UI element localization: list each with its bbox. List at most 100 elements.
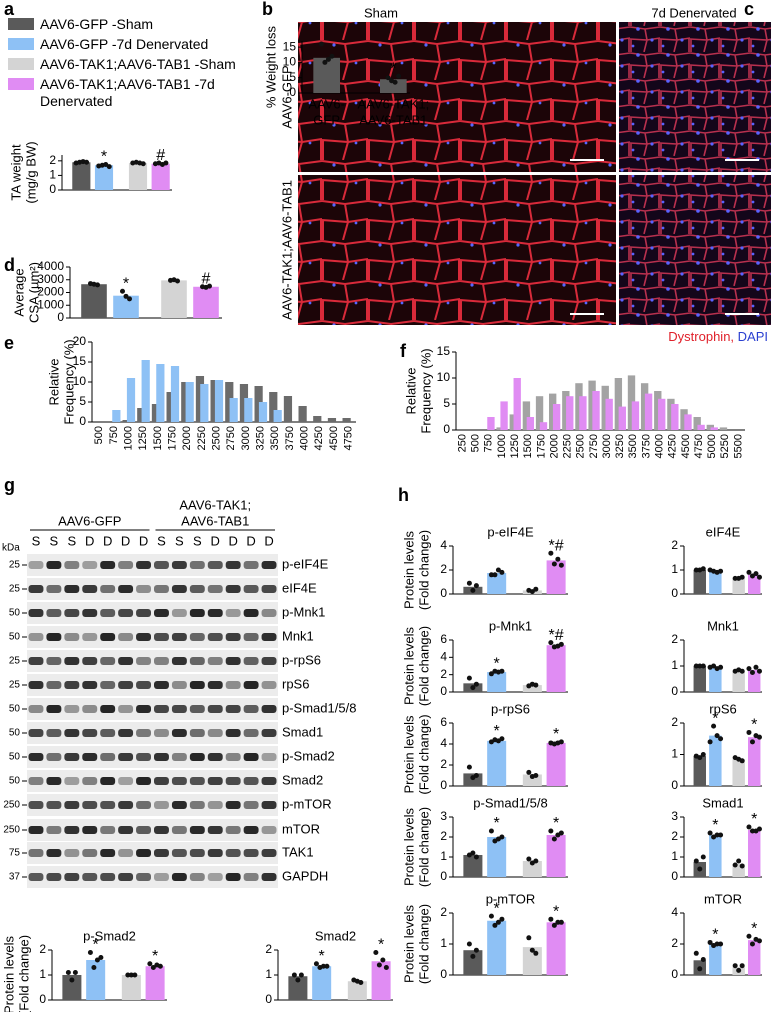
- y-tick-label: 0: [289, 85, 296, 99]
- significance-mark: *: [712, 817, 718, 834]
- lane-label: D: [121, 533, 130, 548]
- bar: [380, 79, 407, 93]
- y-tick-label: 3000: [37, 272, 64, 286]
- data-point: [548, 828, 554, 834]
- y-axis-label: Relative: [46, 359, 61, 406]
- lane-label: D: [211, 533, 220, 548]
- blot-strip: [27, 722, 278, 744]
- data-point: [313, 961, 319, 967]
- x-tick-label: 750: [108, 426, 120, 444]
- y-axis-label: TA weight: [8, 144, 23, 201]
- blot-band: [225, 609, 241, 617]
- y-tick-label: 4: [440, 538, 447, 552]
- bar: [151, 163, 170, 190]
- blot-band: [225, 561, 241, 569]
- y-axis-label: Frequency (%): [61, 339, 76, 424]
- x-tick-label: 4500: [328, 426, 340, 450]
- data-point: [322, 59, 328, 65]
- significance-mark: *: [494, 655, 500, 672]
- data-point: [72, 970, 78, 975]
- blot-band: [154, 609, 169, 617]
- blot-band: [207, 801, 223, 809]
- x-tick-label: 750: [483, 434, 495, 452]
- data-point: [551, 561, 557, 567]
- data-point: [175, 278, 180, 284]
- blot-band: [171, 681, 187, 689]
- y-tick-label: 15: [283, 39, 297, 53]
- chart-title: p-rpS6: [491, 701, 530, 716]
- blot-band: [136, 585, 151, 593]
- data-point: [700, 752, 706, 757]
- significance-mark: *: [494, 815, 500, 832]
- data-point: [128, 972, 134, 978]
- legend-entry: AAV6-GFP -Sham: [8, 16, 258, 33]
- blot-band: [136, 633, 151, 641]
- y-tick-label: 2: [49, 153, 56, 167]
- legend-entry: AAV6-GFP -7d Denervated: [8, 36, 258, 53]
- blot-band: [64, 609, 80, 617]
- bar: [500, 401, 508, 430]
- kda-value: 250: [3, 825, 20, 836]
- bar: [579, 396, 587, 430]
- data-point: [91, 965, 97, 970]
- y-axis-label: Frequency (%): [418, 348, 433, 433]
- y-tick-label: 1: [265, 967, 272, 981]
- bar: [347, 981, 367, 1000]
- x-tick-label: 5250: [719, 434, 731, 458]
- y-axis-label: (Fold change): [416, 714, 431, 794]
- data-point: [526, 935, 532, 941]
- blot-band: [64, 873, 80, 881]
- blot-row-label: mTOR: [282, 821, 320, 836]
- blot-band: [243, 681, 259, 689]
- bar: [170, 366, 180, 422]
- blot-band: [100, 633, 116, 641]
- y-tick-label: 0: [671, 967, 678, 981]
- y-axis-label: (Fold change): [416, 626, 431, 706]
- bar: [185, 382, 194, 422]
- data-point: [697, 663, 703, 669]
- blot-band: [189, 561, 205, 569]
- significance-mark: #: [156, 147, 165, 164]
- lane-label: D: [264, 533, 273, 548]
- group-label: AAV6-GFP: [58, 513, 121, 528]
- data-point: [499, 736, 505, 742]
- blot-row-label: TAK1: [282, 844, 314, 859]
- blot-band: [171, 873, 187, 881]
- blot-band: [136, 561, 151, 569]
- data-point: [470, 685, 476, 691]
- data-point: [697, 866, 703, 872]
- blot-strip: [27, 554, 278, 576]
- data-point: [470, 587, 476, 593]
- data-point: [533, 858, 539, 864]
- lane-label: S: [50, 533, 59, 548]
- blot-band: [225, 826, 241, 834]
- panel-letter: a: [4, 0, 15, 19]
- chart-title: rpS6: [709, 701, 736, 716]
- y-tick-label: 20: [73, 334, 87, 348]
- bar: [644, 393, 653, 430]
- y-tick-label: 0: [443, 422, 450, 436]
- bar: [631, 401, 640, 430]
- significance-mark: *: [494, 900, 500, 917]
- blot-band: [154, 561, 169, 569]
- data-point: [718, 568, 724, 574]
- data-point: [495, 567, 501, 573]
- data-point: [295, 977, 301, 983]
- x-tick-label: 4250: [313, 426, 325, 450]
- legend-entry: AAV6-TAK1;AAV6-TAB1 -7d Denervated: [8, 76, 258, 110]
- blot-band: [261, 633, 277, 641]
- blot-strip: [27, 602, 278, 624]
- data-point: [707, 939, 713, 945]
- blot-band: [243, 849, 259, 857]
- blot-band: [46, 729, 62, 737]
- x-tick-label: 1000: [123, 426, 135, 450]
- blot-band: [82, 633, 98, 641]
- blot-row-label: Smad2: [282, 772, 323, 787]
- blot-strip: [27, 674, 278, 696]
- blot-band: [261, 609, 277, 617]
- blot-band: [118, 729, 134, 737]
- data-point: [466, 764, 472, 770]
- bar: [487, 837, 507, 877]
- data-point: [700, 566, 706, 572]
- bar: [748, 737, 761, 786]
